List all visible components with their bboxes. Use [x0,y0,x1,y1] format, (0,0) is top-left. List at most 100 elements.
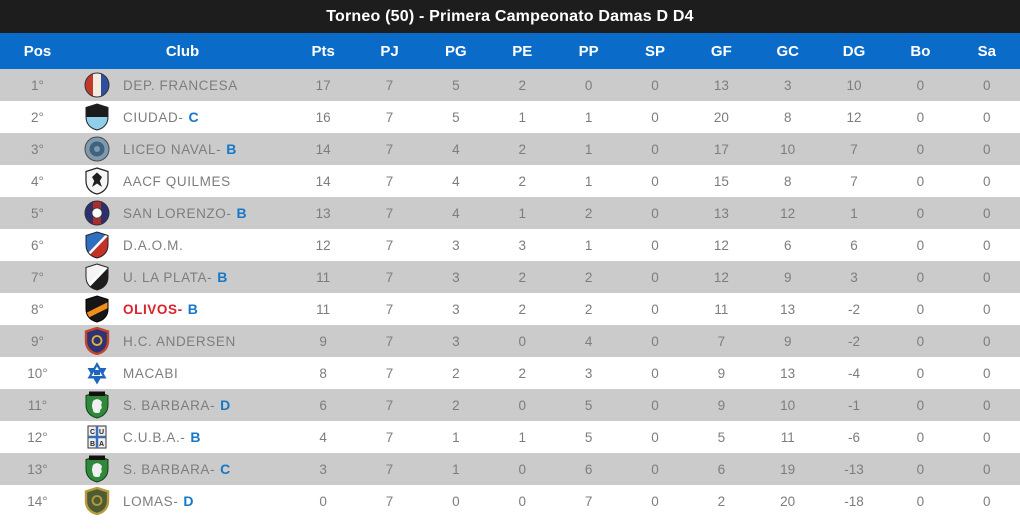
stat-cell-dg: -6 [848,429,861,445]
club-name[interactable]: SAN LORENZO- [123,205,232,221]
stat-cell-gf: 9 [717,365,726,381]
table-row: 10° MACABI 8 7 2 2 3 0 9 13 -4 0 0 [0,357,1020,389]
club-team-letter[interactable]: C [188,109,199,125]
stat-cell-pj: 7 [385,269,394,285]
stat-cell-pg: 2 [452,365,460,381]
club-name[interactable]: CIUDAD- [123,109,184,125]
stat-cell-pe: 2 [518,301,527,317]
club-name[interactable]: S. BARBARA- [123,397,216,413]
stat-cell-pts: 9 [319,333,327,349]
stat-cell-pe: 2 [518,141,527,157]
club-team-letter[interactable]: D [183,493,194,509]
stat-cell-pj: 7 [385,141,394,157]
table-row: 3° LICEO NAVAL- B 14 7 4 2 1 0 17 10 7 0 0 [0,133,1020,165]
club-name[interactable]: MACABI [123,365,179,381]
stat-cell-pg: 3 [452,237,460,253]
stat-cell-sp: 0 [651,429,659,445]
club-team-letter[interactable]: B [190,429,201,445]
position-cell: 6° [31,237,44,253]
column-header-gc: GC [754,33,821,69]
stat-cell-pj: 7 [385,461,394,477]
club-name[interactable]: DEP. FRANCESA [123,77,238,93]
stat-cell-pp: 3 [584,365,593,381]
table-row: 5° SAN LORENZO- B 13 7 4 1 2 0 13 12 1 0 0 [0,197,1020,229]
stat-cell-sa: 0 [983,397,991,413]
club-name[interactable]: LICEO NAVAL- [123,141,222,157]
stat-cell-pts: 0 [319,493,327,509]
club-name[interactable]: C.U.B.A.- [123,429,186,445]
table-row: 8° OLIVOS- B 11 7 3 2 2 0 11 13 -2 0 0 [0,293,1020,325]
club-name[interactable]: S. BARBARA- [123,461,216,477]
column-header-club: Club [75,33,290,69]
stat-cell-pj: 7 [385,77,394,93]
position-cell: 8° [31,301,44,317]
olivos-crest-icon [84,295,110,323]
stat-cell-pp: 2 [584,269,593,285]
club-name[interactable]: D.A.O.M. [123,237,184,253]
club-team-letter[interactable]: B [217,269,228,285]
stat-cell-gf: 7 [717,333,726,349]
club-name[interactable]: OLIVOS- [123,301,183,317]
stat-cell-gf: 5 [717,429,726,445]
stat-cell-gc: 13 [780,301,796,317]
liceo-naval-crest-icon [84,135,110,163]
stat-cell-gf: 13 [713,205,729,221]
stat-cell-sp: 0 [651,109,659,125]
stat-cell-gc: 8 [783,173,792,189]
stat-cell-pts: 3 [319,461,327,477]
club-team-letter[interactable]: B [226,141,237,157]
stat-cell-sp: 0 [651,205,659,221]
table-row: 12° C U B A C.U.B.A.- B 4 7 1 1 5 0 5 11 -6 0 0 [0,421,1020,453]
stat-cell-pj: 7 [385,109,394,125]
stat-cell-gf: 12 [713,269,729,285]
stat-cell-gf: 13 [713,77,729,93]
stat-cell-gc: 12 [780,205,796,221]
stat-cell-pe: 0 [518,397,527,413]
stat-cell-sp: 0 [651,301,659,317]
stat-cell-pj: 7 [385,397,394,413]
macabi-crest-icon [84,359,110,387]
stat-cell-pg: 1 [452,461,460,477]
stat-cell-sa: 0 [983,365,991,381]
club-team-letter[interactable]: B [187,301,198,317]
stat-cell-pg: 0 [452,493,460,509]
stat-cell-pj: 7 [385,173,394,189]
column-header-sp: SP [621,33,689,69]
stat-cell-gc: 10 [780,397,796,413]
club-team-letter[interactable]: C [220,461,231,477]
club-cell: SAN LORENZO- B [75,197,290,229]
stat-cell-gf: 17 [713,141,729,157]
stat-cell-sa: 0 [983,77,991,93]
table-row: 6° D.A.O.M. 12 7 3 3 1 0 12 6 6 0 0 [0,229,1020,261]
stat-cell-pts: 6 [319,397,327,413]
standings-table: Pos Club Pts PJ PG PE PP SP GF GC DG Bo Sa 1° DEP. F… [0,33,1020,517]
stat-cell-bo: 0 [916,141,925,157]
stat-cell-pts: 14 [315,141,331,157]
daom-crest-icon [84,231,110,259]
stat-cell-pts: 11 [316,269,331,285]
club-cell: CIUDAD- C [75,101,290,133]
club-name[interactable]: U. LA PLATA- [123,269,213,285]
club-name[interactable]: AACF QUILMES [123,173,231,189]
position-cell: 7° [31,269,44,285]
stat-cell-gc: 6 [783,237,792,253]
stat-cell-dg: -2 [848,333,861,349]
stat-cell-bo: 0 [916,365,925,381]
stat-cell-pts: 17 [315,77,331,93]
stat-cell-bo: 0 [916,429,925,445]
s-barbara-crest-icon [84,455,110,483]
stat-cell-pg: 5 [452,77,460,93]
column-header-pj: PJ [356,33,423,69]
stat-cell-sa: 0 [983,301,991,317]
stat-cell-sa: 0 [983,429,991,445]
stat-cell-dg: -2 [848,301,861,317]
table-row: 2° CIUDAD- C 16 7 5 1 1 0 20 8 12 0 0 [0,101,1020,133]
stat-cell-pts: 16 [315,109,331,125]
stat-cell-pts: 4 [319,429,327,445]
club-name[interactable]: LOMAS- [123,493,179,509]
stat-cell-sp: 0 [651,77,659,93]
club-name[interactable]: H.C. ANDERSEN [123,333,236,349]
club-team-letter[interactable]: B [236,205,247,221]
club-team-letter[interactable]: D [220,397,231,413]
